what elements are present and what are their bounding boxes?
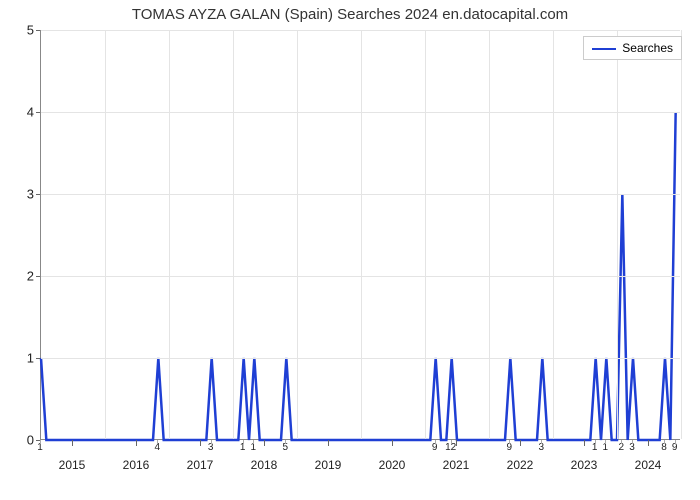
xtick-minor-mark — [243, 440, 244, 444]
xtick-minor-mark — [664, 440, 665, 444]
xtick-minor-mark — [632, 440, 633, 444]
xtick-major-mark — [136, 440, 137, 446]
ytick-mark — [36, 112, 40, 113]
chart-title: TOMAS AYZA GALAN (Spain) Searches 2024 e… — [0, 6, 700, 23]
gridline-v — [489, 30, 490, 439]
legend-label: Searches — [622, 41, 673, 55]
xtick-minor-mark — [157, 440, 158, 444]
ytick-label: 0 — [0, 433, 34, 448]
xtick-major-mark — [392, 440, 393, 446]
ytick-label: 2 — [0, 269, 34, 284]
ytick-label: 4 — [0, 105, 34, 120]
xtick-year-label: 2015 — [59, 458, 86, 472]
xtick-year-label: 2021 — [443, 458, 470, 472]
ytick-mark — [36, 30, 40, 31]
xtick-year-label: 2017 — [187, 458, 214, 472]
xtick-year-label: 2024 — [635, 458, 662, 472]
plot-area — [40, 30, 680, 440]
gridline-v — [297, 30, 298, 439]
xtick-minor-mark — [211, 440, 212, 444]
ytick-mark — [36, 358, 40, 359]
xtick-minor-mark — [435, 440, 436, 444]
xtick-year-label: 2018 — [251, 458, 278, 472]
gridline-v — [169, 30, 170, 439]
legend-swatch — [592, 48, 616, 50]
xtick-major-mark — [520, 440, 521, 446]
xtick-minor-mark — [595, 440, 596, 444]
ytick-label: 1 — [0, 351, 34, 366]
xtick-major-mark — [328, 440, 329, 446]
xtick-major-mark — [264, 440, 265, 446]
gridline-v — [681, 30, 682, 439]
gridline-v — [425, 30, 426, 439]
xtick-minor-mark — [605, 440, 606, 444]
gridline-v — [105, 30, 106, 439]
xtick-year-label: 2023 — [571, 458, 598, 472]
xtick-minor-mark — [40, 440, 41, 444]
search-chart: TOMAS AYZA GALAN (Spain) Searches 2024 e… — [0, 0, 700, 500]
xtick-minor-mark — [253, 440, 254, 444]
xtick-minor-mark — [451, 440, 452, 444]
legend: Searches — [583, 36, 682, 60]
xtick-major-mark — [72, 440, 73, 446]
xtick-minor-mark — [541, 440, 542, 444]
xtick-major-mark — [200, 440, 201, 446]
xtick-minor-mark — [675, 440, 676, 444]
xtick-minor-mark — [285, 440, 286, 444]
ytick-label: 3 — [0, 187, 34, 202]
ytick-label: 5 — [0, 23, 34, 38]
gridline-v — [233, 30, 234, 439]
gridline-v — [553, 30, 554, 439]
xtick-minor-mark — [509, 440, 510, 444]
gridline-v — [617, 30, 618, 439]
ytick-mark — [36, 276, 40, 277]
xtick-major-mark — [584, 440, 585, 446]
xtick-year-label: 2016 — [123, 458, 150, 472]
gridline-v — [361, 30, 362, 439]
xtick-year-label: 2022 — [507, 458, 534, 472]
xtick-minor-mark — [621, 440, 622, 444]
xtick-year-label: 2020 — [379, 458, 406, 472]
xtick-major-mark — [648, 440, 649, 446]
xtick-year-label: 2019 — [315, 458, 342, 472]
ytick-mark — [36, 194, 40, 195]
